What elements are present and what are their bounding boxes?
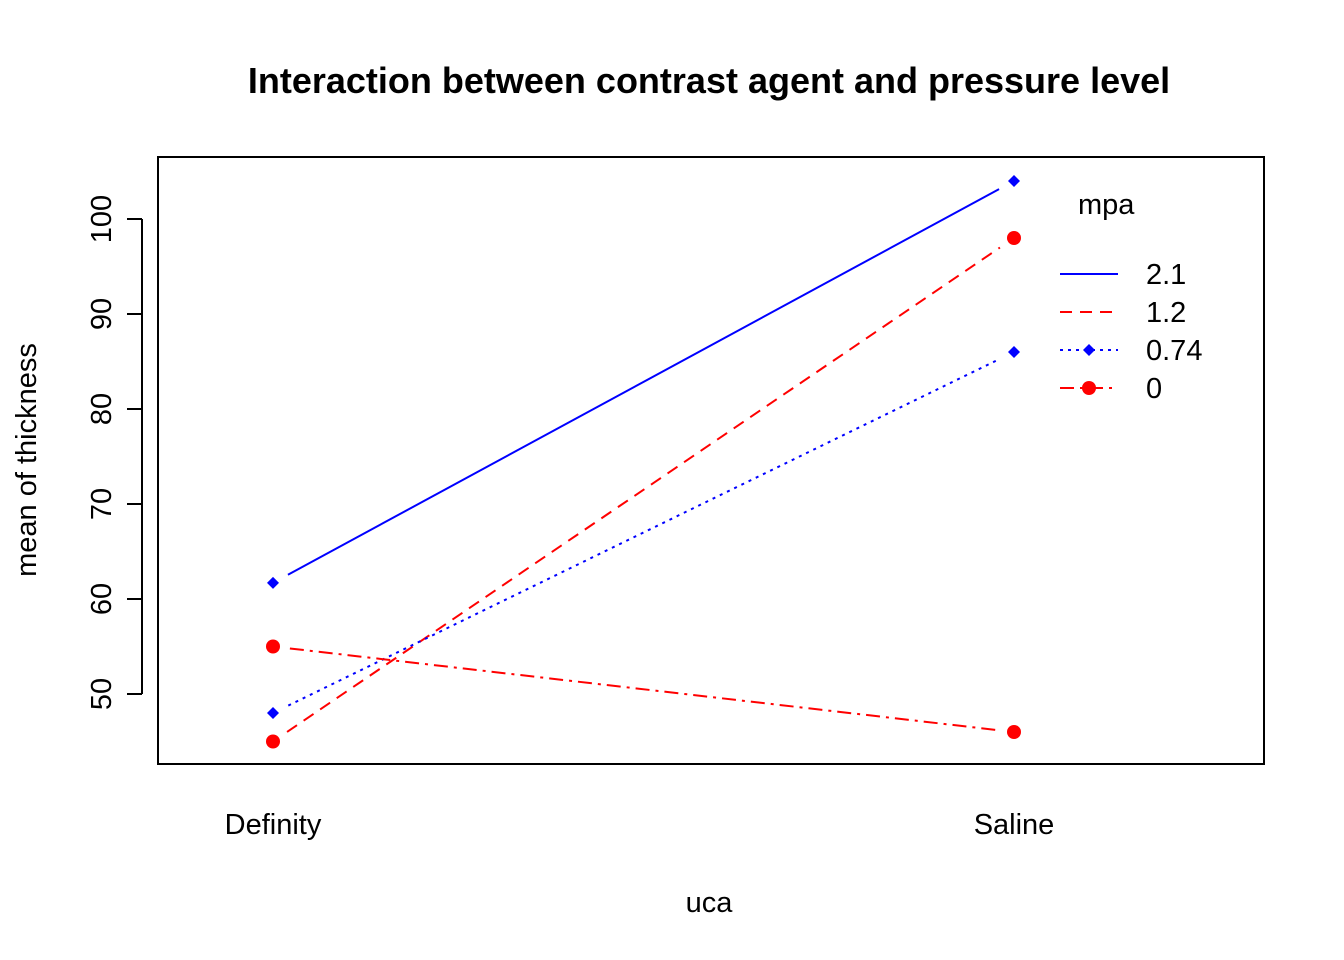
legend-label: 2.1 [1146,259,1186,291]
data-point [267,707,279,719]
series-line [287,358,1000,707]
data-point [266,734,280,749]
legend-label: 1.2 [1146,297,1186,329]
data-point [267,576,279,589]
series-line [287,188,1000,576]
y-axis: 50 60 70 80 90 100 [86,195,143,710]
y-tick-label: 50 [86,678,118,710]
legend-label: 0 [1146,373,1162,405]
y-axis-label: mean of thickness [11,343,43,577]
series-2-1 [267,175,1020,589]
series-0 [266,639,1021,739]
series-0-74 [267,346,1020,719]
y-tick-label: 70 [86,488,118,520]
chart-title: Interaction between contrast agent and p… [248,60,1170,101]
legend-label: 0.74 [1146,335,1202,367]
legend-title: mpa [1078,189,1135,221]
x-axis-label: uca [686,887,734,919]
legend-item: 0.74 [1060,335,1202,367]
series-line [286,246,1001,733]
x-axis: Definity Saline [225,809,1055,841]
plot-frame [157,156,1265,765]
data-point [1083,344,1095,356]
data-point [1008,346,1020,358]
series-1-2 [266,231,1021,749]
y-tick-label: 90 [86,298,118,330]
data-point [1008,175,1020,187]
legend: mpa 2.1 1.2 0.74 0 [1060,189,1202,405]
legend-item: 2.1 [1060,259,1186,291]
series-line [289,647,998,732]
series-layer [266,175,1021,749]
y-tick-label: 80 [86,393,118,425]
y-tick-label: 100 [86,195,118,243]
legend-item: 1.2 [1060,297,1186,329]
y-tick-label: 60 [86,583,118,615]
data-point [1007,725,1021,739]
x-tick-label: Definity [225,809,322,841]
data-point [1082,381,1096,395]
data-point [1007,231,1021,245]
data-point [266,639,280,654]
legend-item: 0 [1060,373,1162,405]
x-tick-label: Saline [974,809,1055,841]
